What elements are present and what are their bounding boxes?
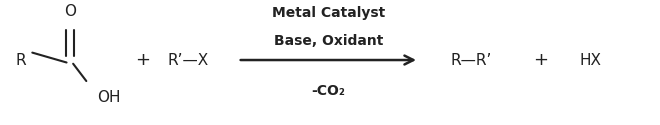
Text: O: O	[64, 4, 76, 19]
Text: Base, Oxidant: Base, Oxidant	[274, 34, 383, 48]
Text: Metal Catalyst: Metal Catalyst	[272, 6, 385, 20]
Text: +: +	[135, 51, 150, 69]
Text: R: R	[15, 52, 26, 68]
Text: OH: OH	[98, 90, 121, 105]
Text: R—R’: R—R’	[451, 52, 492, 68]
Text: -CO₂: -CO₂	[312, 84, 345, 98]
Text: HX: HX	[579, 52, 601, 68]
Text: R’—X: R’—X	[168, 52, 209, 68]
Text: +: +	[533, 51, 548, 69]
